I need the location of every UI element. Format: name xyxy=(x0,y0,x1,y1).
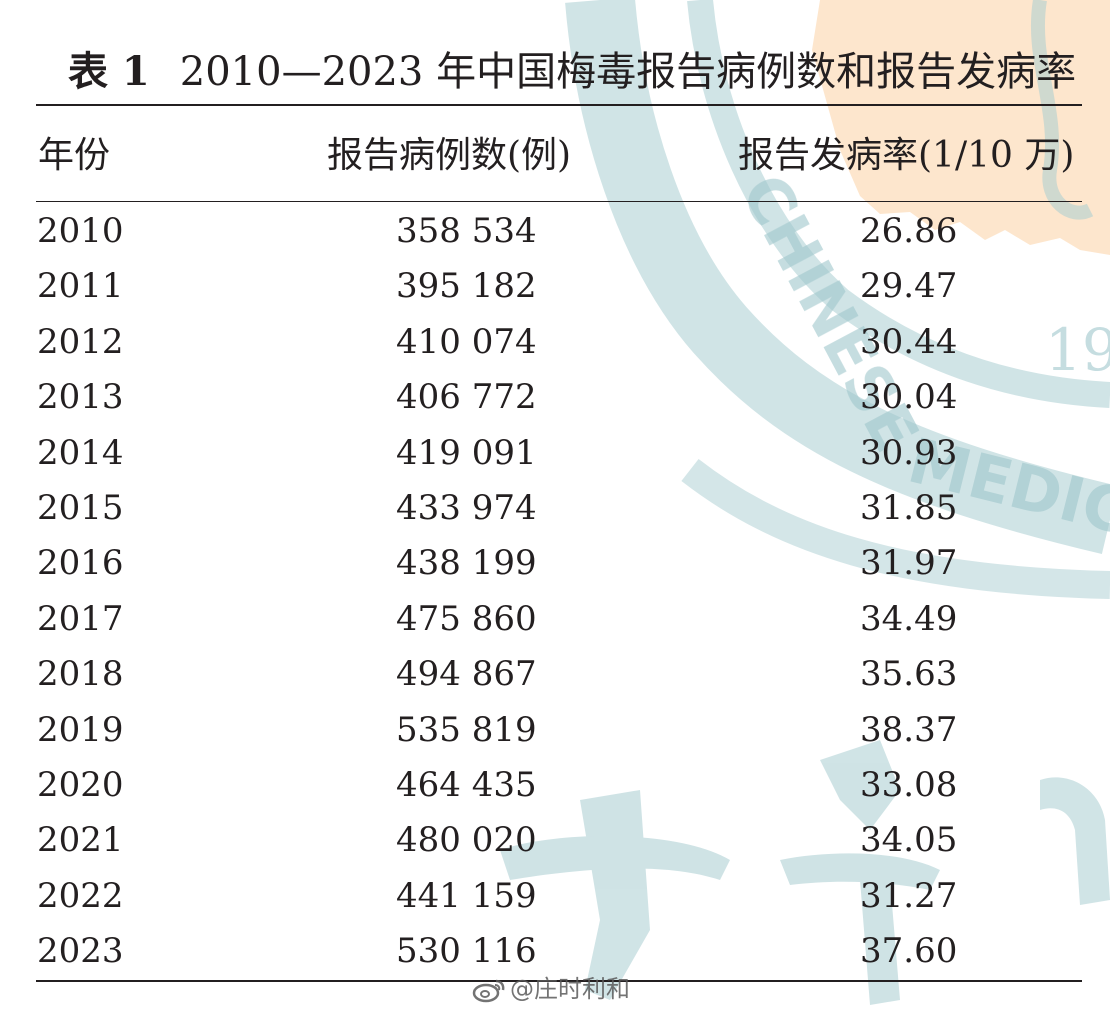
table-row: 2021 480 020 34.05 xyxy=(0,813,1110,868)
cell-year: 2017 xyxy=(37,598,124,639)
seal-calligraphy-strokes xyxy=(500,740,1110,1005)
cell-year: 2020 xyxy=(37,764,124,805)
column-header-year: 年份 xyxy=(38,135,111,176)
seal-lower-arc xyxy=(681,458,1110,599)
column-header-cases: 报告病例数(例) xyxy=(327,135,572,176)
table-row: 2017 475 860 34.49 xyxy=(0,592,1110,647)
top-rule xyxy=(36,104,1082,106)
table-row: 2019 535 819 38.37 xyxy=(0,703,1110,758)
cell-rate: 30.44 xyxy=(860,321,958,362)
cell-cases: 438 199 xyxy=(396,543,537,584)
cell-year: 2018 xyxy=(37,654,124,695)
table-row: 2020 464 435 33.08 xyxy=(0,758,1110,813)
cell-cases: 433 974 xyxy=(396,487,537,528)
cell-rate: 34.05 xyxy=(860,820,958,861)
cell-cases: 530 116 xyxy=(396,931,537,972)
column-header-rate: 报告发病率(1/10 万) xyxy=(738,135,1075,176)
table-title: 2010—2023 年中国梅毒报告病例数和报告发病率 xyxy=(179,49,1077,95)
cell-rate: 31.85 xyxy=(860,487,958,528)
cell-rate: 34.49 xyxy=(860,598,958,639)
cell-cases: 395 182 xyxy=(396,266,537,307)
table-body: 2010 358 534 26.86 2011 395 182 29.47 2012 41… xyxy=(0,204,1110,979)
cell-rate: 35.63 xyxy=(860,654,958,695)
cell-cases: 464 435 xyxy=(396,764,537,805)
table-caption: 表 1 2010—2023 年中国梅毒报告病例数和报告发病率 xyxy=(68,44,1076,100)
seal-text-year: 19 xyxy=(1045,316,1110,384)
cell-year: 2014 xyxy=(37,432,124,473)
cell-rate: 31.97 xyxy=(860,543,958,584)
cell-cases: 358 534 xyxy=(396,211,537,251)
cell-cases: 410 074 xyxy=(396,321,537,362)
cell-year: 2012 xyxy=(37,321,124,362)
table-row: 2015 433 974 31.85 xyxy=(0,481,1110,536)
cell-rate: 37.60 xyxy=(860,931,958,972)
cell-year: 2010 xyxy=(37,211,124,251)
table-row: 2016 438 199 31.97 xyxy=(0,536,1110,591)
cell-cases: 475 860 xyxy=(396,598,537,639)
bottom-rule xyxy=(36,980,1082,982)
table-row: 2013 406 772 30.04 xyxy=(0,370,1110,425)
cell-rate: 38.37 xyxy=(860,709,958,750)
table-row: 2018 494 867 35.63 xyxy=(0,647,1110,702)
cell-cases: 419 091 xyxy=(396,432,537,473)
weibo-handle: @庄时利和 xyxy=(510,975,630,1003)
weibo-icon xyxy=(472,979,505,1003)
table-row: 2023 530 116 37.60 xyxy=(0,924,1110,979)
table-row: 2011 395 182 29.47 xyxy=(0,259,1110,314)
cell-rate: 31.27 xyxy=(860,875,958,916)
cell-year: 2023 xyxy=(37,931,124,972)
cell-year: 2013 xyxy=(37,377,124,418)
cell-cases: 406 772 xyxy=(396,377,537,418)
cell-cases: 494 867 xyxy=(396,654,537,695)
seal-staff-shape xyxy=(1030,0,1094,220)
cell-rate: 33.08 xyxy=(860,764,958,805)
cell-year: 2011 xyxy=(37,266,124,307)
cell-cases: 480 020 xyxy=(396,820,537,861)
table-row: 2014 419 091 30.93 xyxy=(0,426,1110,481)
cell-year: 2015 xyxy=(37,487,124,528)
cell-rate: 30.93 xyxy=(860,432,958,473)
cell-rate: 29.47 xyxy=(860,266,958,307)
cell-cases: 535 819 xyxy=(396,709,537,750)
cell-year: 2016 xyxy=(37,543,124,584)
header-rule xyxy=(36,201,1082,202)
seal-outer-ring xyxy=(565,0,1110,555)
table-row: 2022 441 159 31.27 xyxy=(0,869,1110,924)
table-row: 2010 358 534 26.86 xyxy=(0,204,1110,259)
table-row: 2012 410 074 30.44 xyxy=(0,315,1110,370)
cell-year: 2021 xyxy=(37,820,124,861)
seal-inner-ring xyxy=(687,0,1110,408)
table-label: 表 1 xyxy=(68,48,150,95)
cell-rate: 30.04 xyxy=(860,377,958,418)
cell-cases: 441 159 xyxy=(396,875,537,916)
weibo-watermark: @庄时利和 xyxy=(472,973,630,1005)
cell-rate: 26.86 xyxy=(860,211,958,251)
cell-year: 2022 xyxy=(37,875,124,916)
cell-year: 2019 xyxy=(37,709,124,750)
